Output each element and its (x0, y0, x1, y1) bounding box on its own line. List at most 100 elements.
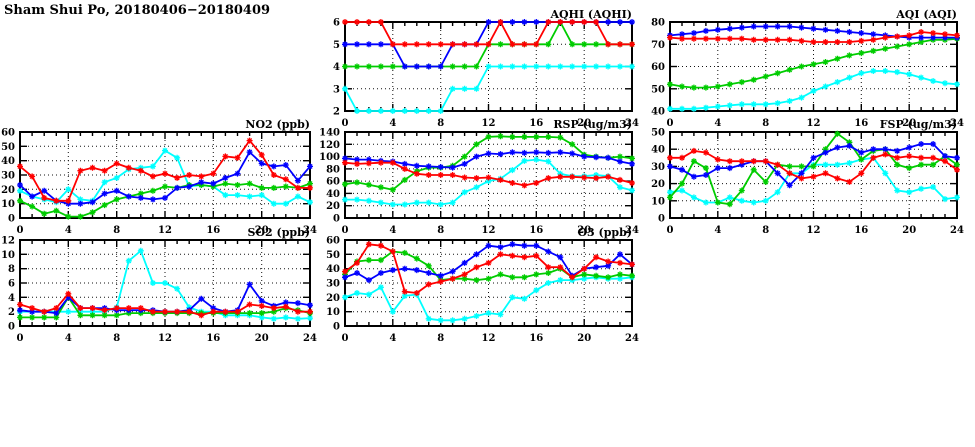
x-tick-label: 24 (625, 333, 639, 344)
y-tick-label: 0 (333, 322, 340, 333)
x-tick-label: 16 (854, 118, 868, 129)
y-tick-label: 80 (326, 164, 340, 175)
x-tick-label: 16 (206, 225, 220, 236)
x-tick-label: 4 (389, 225, 396, 236)
plot-border (669, 21, 958, 112)
x-tick-label: 12 (482, 118, 496, 129)
x-tick-label: 4 (65, 225, 72, 236)
y-tick-label: 20 (326, 293, 340, 304)
y-tick-label: 0 (8, 214, 15, 225)
y-tick-label: 2 (333, 107, 340, 118)
o3-markers-red (342, 241, 635, 296)
y-tick-label: 10 (1, 199, 15, 210)
y-tick-label: 3 (333, 84, 340, 95)
x-tick-label: 8 (113, 333, 120, 344)
aqi-markers-red (667, 29, 960, 45)
aqi-title: AQI (AQI) (895, 8, 957, 21)
y-tick-label: 100 (319, 152, 340, 163)
y-tick-label: 0 (333, 214, 340, 225)
rsp-markers-red (342, 159, 635, 189)
no2-markers-red (17, 137, 313, 204)
x-tick-label: 16 (854, 225, 868, 236)
y-tick-label: 10 (1, 250, 15, 261)
y-tick-label: 12 (1, 236, 15, 247)
y-tick-label: 80 (651, 18, 665, 29)
x-tick-label: 8 (437, 225, 444, 236)
x-tick-label: 4 (65, 333, 72, 344)
x-tick-label: 16 (529, 225, 543, 236)
y-tick-label: 60 (326, 177, 340, 188)
x-tick-label: 8 (762, 118, 769, 129)
aqhi-markers-cyan (342, 63, 635, 114)
y-tick-label: 40 (651, 107, 665, 118)
y-tick-label: 70 (651, 40, 665, 51)
so2-markers-red (17, 290, 313, 319)
x-tick-label: 20 (255, 333, 269, 344)
y-tick-label: 40 (326, 264, 340, 275)
x-tick-label: 0 (667, 118, 674, 129)
x-tick-label: 0 (17, 225, 24, 236)
x-tick-label: 12 (807, 118, 821, 129)
y-tick-label: 40 (651, 145, 665, 156)
y-tick-label: 0 (8, 322, 15, 333)
x-tick-label: 8 (437, 118, 444, 129)
x-tick-label: 8 (762, 225, 769, 236)
y-tick-label: 20 (326, 201, 340, 212)
no2-markers-blue (17, 149, 313, 207)
x-tick-label: 16 (529, 118, 543, 129)
y-tick-label: 2 (8, 307, 15, 318)
y-tick-label: 6 (8, 279, 15, 290)
y-tick-label: 140 (319, 128, 340, 139)
x-tick-label: 0 (342, 333, 349, 344)
y-tick-label: 60 (326, 236, 340, 247)
y-tick-label: 30 (651, 162, 665, 173)
x-tick-label: 12 (482, 333, 496, 344)
y-tick-label: 10 (651, 196, 665, 207)
x-tick-label: 0 (667, 225, 674, 236)
chart-no2: 0 4 8 12 16 20 24 0 10 20 30 40 50 60 NO2 (ppb) (1, 118, 317, 236)
y-tick-label: 10 (326, 307, 340, 318)
x-tick-label: 12 (158, 225, 172, 236)
x-tick-label: 20 (255, 225, 269, 236)
y-tick-label: 6 (333, 18, 340, 29)
x-tick-label: 4 (714, 225, 721, 236)
no2-title: NO2 (ppb) (245, 118, 310, 131)
y-tick-label: 30 (326, 279, 340, 290)
chart-fsp: 0 4 8 12 16 20 24 0 10 20 30 40 50 FSP (ug/m3) (651, 118, 964, 236)
so2-title: SO2 (ppb) (248, 226, 311, 239)
x-tick-label: 20 (902, 118, 916, 129)
x-tick-label: 20 (902, 225, 916, 236)
y-tick-label: 30 (1, 171, 15, 182)
x-tick-label: 8 (437, 333, 444, 344)
plot-border (19, 131, 311, 219)
y-tick-label: 40 (1, 156, 15, 167)
y-tick-label: 20 (651, 179, 665, 190)
fsp-title: FSP (ug/m3) (880, 118, 957, 131)
x-tick-label: 24 (950, 118, 964, 129)
rsp-title: RSP (ug/m3) (553, 118, 632, 131)
fsp-markers-red (667, 147, 960, 185)
chart-aqi: 0 4 8 12 16 20 24 40 50 60 70 80 AQI (AQI) (651, 8, 964, 129)
x-tick-label: 4 (389, 333, 396, 344)
x-tick-label: 24 (625, 118, 639, 129)
x-tick-label: 0 (342, 225, 349, 236)
y-tick-label: 50 (651, 128, 665, 139)
x-tick-label: 24 (303, 225, 317, 236)
y-tick-label: 50 (326, 250, 340, 261)
y-tick-label: 50 (651, 84, 665, 95)
y-tick-label: 40 (326, 189, 340, 200)
x-tick-label: 20 (577, 333, 591, 344)
aqi-markers-cyan (667, 68, 960, 112)
x-tick-label: 20 (577, 118, 591, 129)
rsp-markers-blue (342, 149, 635, 171)
x-tick-label: 24 (950, 225, 964, 236)
y-tick-label: 4 (8, 293, 15, 304)
y-tick-label: 4 (333, 62, 340, 73)
y-tick-label: 60 (651, 62, 665, 73)
plot-border (344, 131, 633, 219)
y-tick-label: 0 (658, 214, 665, 225)
x-tick-label: 12 (807, 225, 821, 236)
